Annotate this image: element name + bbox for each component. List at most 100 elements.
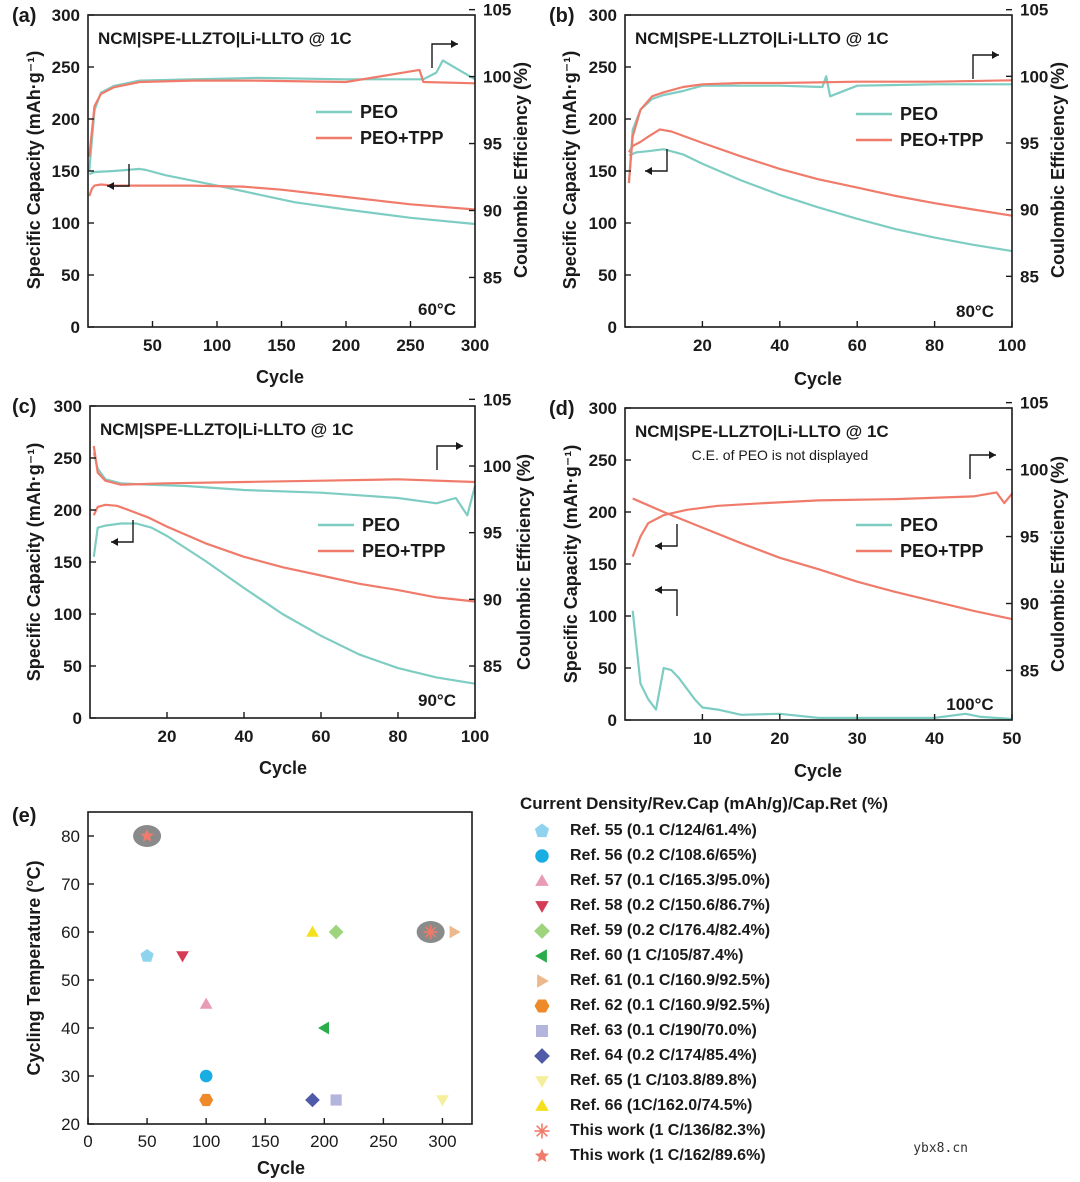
y2-tick-label: 105 — [1020, 1, 1048, 20]
legend-item-label: Ref. 59 (0.2 C/176.4/82.4%) — [570, 921, 771, 939]
x-tick-label: 100 — [461, 727, 489, 746]
legend-marker-shape — [534, 823, 550, 837]
x-tick-label: 80 — [389, 727, 408, 746]
y-tick-label: 200 — [54, 501, 82, 520]
series-line-peo-tpp-capacity — [627, 128, 1013, 217]
series-line-peo-efficiency — [88, 59, 476, 171]
scatter-legend-title: Current Density/Rev.Cap (mAh/g)/Cap.Ret … — [520, 794, 889, 813]
temperature-label: 80°C — [956, 302, 994, 321]
y-tick-label: 300 — [589, 6, 617, 25]
scatter-point — [306, 925, 319, 937]
legend-item-label: Ref. 65 (1 C/103.8/89.8%) — [570, 1071, 757, 1089]
arrowhead — [989, 451, 996, 459]
legend-marker — [534, 1047, 550, 1064]
legend-label: PEO — [900, 104, 938, 124]
x-tick-label: 300 — [461, 336, 489, 355]
scatter-point — [436, 1095, 449, 1107]
y-tick-label: 150 — [52, 162, 80, 181]
panel-label: (d) — [549, 398, 575, 420]
y-axis-label: Specific Capacity (mAh·g⁻¹) — [560, 51, 580, 290]
plot-frame — [87, 811, 473, 1125]
y-tick-label: 200 — [589, 503, 617, 522]
x-tick-label: 300 — [428, 1132, 456, 1151]
legend-item-label: Ref. 66 (1C/162.0/74.5%) — [570, 1096, 753, 1114]
y-axis-label: Specific Capacity (mAh·g⁻¹) — [24, 443, 44, 682]
y-tick-label: 40 — [61, 1019, 80, 1038]
y-tick-label: 150 — [54, 553, 82, 572]
legend-marker — [534, 1123, 550, 1138]
panel-b: 0 50 100 150 200 250 300 85 90 95 100 105 20 40 60 80 10… — [549, 1, 1068, 389]
y-tick-label: 300 — [589, 399, 617, 418]
x-axis-label: Cycle — [256, 367, 304, 387]
y2-tick-label: 100 — [483, 457, 511, 476]
x-axis-label: Cycle — [259, 758, 307, 778]
x-tick-label: 60 — [312, 727, 331, 746]
legend-marker — [535, 900, 549, 913]
series-line-peo-tpp-capacity — [632, 497, 1013, 621]
y-tick-label: 200 — [589, 110, 617, 129]
x-tick-label: 40 — [770, 336, 789, 355]
legend-marker-shape — [535, 1075, 549, 1088]
arrowhead — [992, 51, 999, 59]
panel-label: (b) — [549, 5, 575, 27]
legend-marker-shape — [534, 999, 550, 1012]
legend-item-label: Ref. 62 (0.1 C/160.9/92.5%) — [570, 996, 771, 1014]
series-line-peo-tpp-efficiency — [88, 68, 476, 158]
legend-marker — [535, 848, 549, 863]
axis-indicator-arrow-left — [107, 164, 130, 187]
series-line-peo-tpp-efficiency — [627, 79, 1013, 184]
y-axis-label: Cycling Temperature (°C) — [24, 861, 44, 1076]
y2-tick-label: 90 — [1020, 595, 1039, 614]
panel-d: 0 50 100 150 200 250 300 85 90 95 100 105 10 20 30 40 50… — [549, 394, 1068, 781]
legend-item: Ref. 55 (0.1 C/124/61.4%) — [520, 818, 1060, 843]
y2-axis-label: Coulombic Efficiency (%) — [1048, 456, 1068, 672]
series-line-peo-tpp-capacity — [88, 183, 476, 211]
x-tick-label: 50 — [143, 336, 162, 355]
y2-tick-label: 105 — [483, 390, 511, 409]
x-tick-label: 20 — [693, 336, 712, 355]
legend-item: Ref. 63 (0.1 C/190/70.0%) — [520, 1018, 1060, 1043]
y2-tick-label: 105 — [1020, 394, 1048, 413]
legend-item: Ref. 66 (1C/162.0/74.5%) — [520, 1093, 1060, 1118]
x-tick-label: 30 — [848, 729, 867, 748]
chart-title: NCM|SPE-LLZTO|Li-LLTO @ 1C — [100, 420, 354, 439]
y2-tick-label: 100 — [1020, 461, 1048, 480]
y-tick-label: 300 — [52, 6, 80, 25]
x-tick-label: 100 — [998, 336, 1026, 355]
legend-marker — [535, 1075, 549, 1088]
y2-tick-label: 95 — [1020, 134, 1039, 153]
y-tick-label: 50 — [61, 971, 80, 990]
axis-indicator-arrow-left — [645, 149, 668, 172]
y-tick-label: 0 — [71, 318, 80, 337]
y2-tick-label: 100 — [1020, 67, 1048, 86]
x-tick-label: 100 — [192, 1132, 220, 1151]
y2-axis-label: Coulombic Efficiency (%) — [1048, 62, 1068, 278]
x-tick-label: 20 — [770, 729, 789, 748]
x-axis-label: Cycle — [794, 369, 842, 389]
scatter-point — [330, 1094, 342, 1106]
legend-marker — [534, 1148, 550, 1162]
scatter-point — [305, 1092, 320, 1108]
legend-marker-shape — [534, 1123, 550, 1138]
scatter-point — [176, 951, 189, 963]
x-tick-label: 250 — [396, 336, 424, 355]
series-line-peo-capacity — [628, 148, 1013, 253]
legend-marker-shape — [537, 973, 549, 988]
y2-tick-label: 95 — [1020, 528, 1039, 547]
scatter-point — [199, 1093, 214, 1107]
y2-tick-label: 90 — [1020, 201, 1039, 220]
legend-item-label: Ref. 55 (0.1 C/124/61.4%) — [570, 821, 757, 839]
y-tick-label: 100 — [589, 607, 617, 626]
x-axis-label: Cycle — [794, 761, 842, 781]
legend-label: PEO — [362, 515, 400, 535]
legend-item-label: Ref. 64 (0.2 C/174/85.4%) — [570, 1046, 757, 1064]
x-tick-label: 100 — [203, 336, 231, 355]
legend-item: Ref. 59 (0.2 C/176.4/82.4%) — [520, 918, 1060, 943]
y2-tick-label: 95 — [483, 135, 502, 154]
axis-indicator-arrow-right — [972, 54, 999, 79]
legend-item-label: This work (1 C/136/82.3%) — [570, 1121, 766, 1139]
chart-subtitle: C.E. of PEO is not displayed — [692, 447, 869, 463]
arrowhead — [451, 40, 458, 48]
y-tick-label: 20 — [61, 1115, 80, 1134]
